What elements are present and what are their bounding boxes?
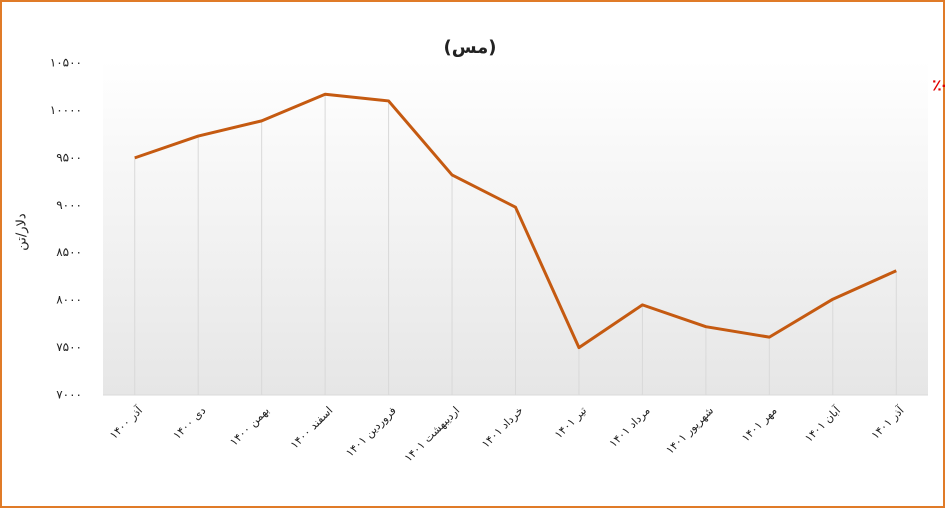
y-tick-label: ۷۰۰۰ [56,388,82,402]
y-tick-label: ۱۰۰۰۰ [50,103,82,117]
y-tick-label: ۸۰۰۰ [56,293,82,307]
line-series [134,92,897,350]
y-tick-label: ۱۰۵۰۰ [50,56,82,70]
y-tick-label: ۹۰۰۰ [56,198,82,212]
y-axis-label: دلار/تن [15,213,30,251]
y-tick-label: ۸۵۰۰ [56,245,82,259]
chart-title: (مس) [443,37,496,58]
y-tick-label: ۷۵۰۰ [56,340,82,354]
y-tick-label: ۹۵۰۰ [56,150,82,164]
annotation: درصد تغییر: ۱۵-٪ [932,76,945,95]
